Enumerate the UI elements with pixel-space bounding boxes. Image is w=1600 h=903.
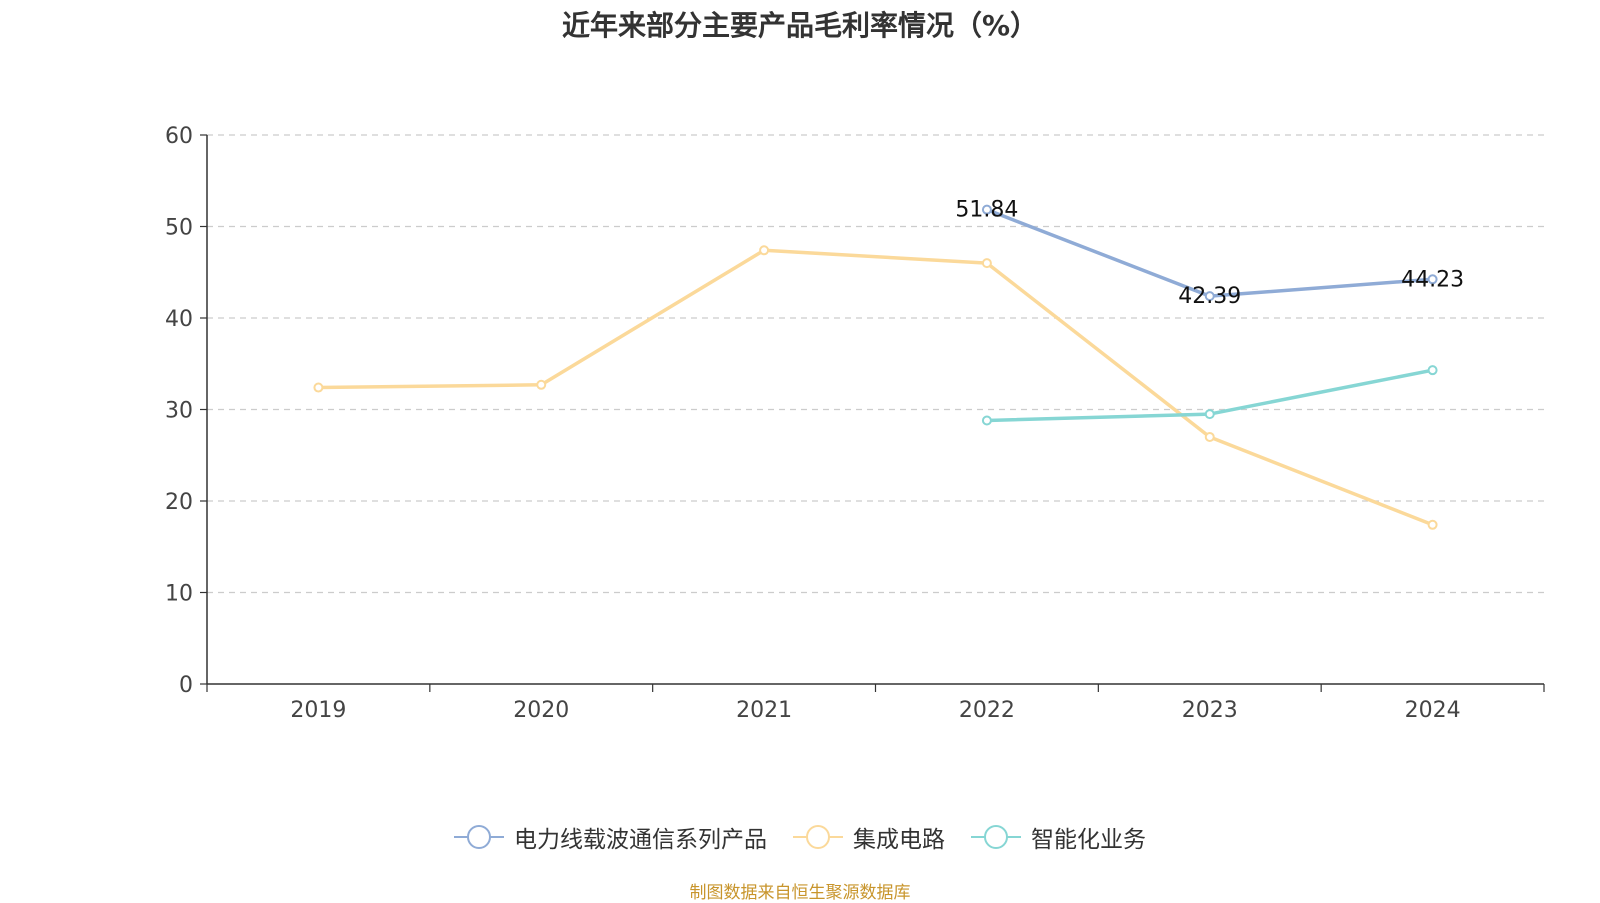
y-tick-label: 30	[165, 399, 193, 424]
x-tick-label: 2023	[1182, 698, 1238, 723]
data-label: 42.39	[1178, 284, 1241, 309]
y-tick-label: 20	[165, 490, 193, 515]
x-tick-label: 2019	[290, 698, 346, 723]
data-point	[981, 415, 992, 426]
source-note: 制图数据来自恒生聚源数据库	[689, 883, 911, 903]
data-label: 44.23	[1401, 267, 1464, 292]
y-tick-label: 40	[165, 307, 193, 332]
data-point	[759, 245, 770, 256]
data-point	[981, 258, 992, 269]
chart-legend: 电力线载波通信系列产品 集成电路 智能化业务	[0, 820, 1600, 854]
y-tick-label: 0	[179, 673, 193, 698]
data-point	[1427, 274, 1438, 285]
legend-label: 智能化业务	[1031, 827, 1146, 853]
x-tick-label: 2020	[513, 698, 569, 723]
data-point	[313, 382, 324, 393]
x-tick-label: 2024	[1405, 698, 1461, 723]
y-tick-label: 50	[165, 216, 193, 241]
legend-item[interactable]: 电力线载波通信系列产品	[454, 820, 767, 854]
series-line-1	[318, 248, 1434, 527]
legend-swatch	[971, 825, 1021, 849]
data-point	[1427, 519, 1438, 530]
x-tick-label: 2021	[736, 698, 792, 723]
data-point	[1204, 431, 1215, 442]
data-label: 51.84	[955, 198, 1018, 223]
data-point	[1427, 365, 1438, 376]
data-point	[1204, 409, 1215, 420]
data-point	[1204, 291, 1215, 302]
x-tick-label: 2022	[959, 698, 1015, 723]
data-point	[981, 204, 992, 215]
legend-swatch	[793, 825, 843, 849]
legend-label: 电力线载波通信系列产品	[514, 827, 767, 853]
legend-item[interactable]: 智能化业务	[971, 820, 1146, 854]
legend-swatch	[454, 825, 504, 849]
chart-title: 近年来部分主要产品毛利率情况（%）	[561, 9, 1039, 42]
legend-item[interactable]: 集成电路	[793, 820, 945, 854]
y-tick-label: 60	[165, 124, 193, 149]
data-point	[536, 379, 547, 390]
legend-label: 集成电路	[853, 827, 945, 853]
y-tick-label: 10	[165, 582, 193, 607]
